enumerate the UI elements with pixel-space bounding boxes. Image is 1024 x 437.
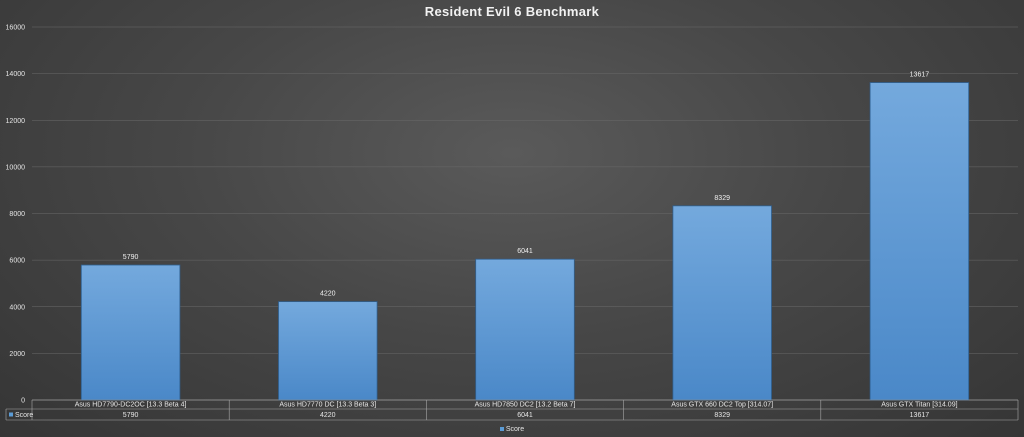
x-category-label: Asus GTX Titan [314.09]: [881, 402, 957, 409]
table-value: 4220: [320, 412, 336, 419]
data-label: 5790: [123, 254, 139, 261]
x-category-label: Asus GTX 660 DC2 Top [314.07]: [671, 402, 773, 409]
table-value: 8329: [714, 412, 730, 419]
y-tick-label: 12000: [6, 118, 26, 125]
y-tick-label: 6000: [9, 258, 25, 265]
y-tick-label: 14000: [6, 71, 26, 78]
y-tick-label: 10000: [6, 164, 26, 171]
y-tick-label: 16000: [6, 25, 26, 32]
data-label: 8329: [714, 195, 730, 202]
y-tick-label: 0: [21, 398, 25, 405]
data-label: 4220: [320, 291, 336, 298]
table-series-swatch: [9, 412, 13, 417]
y-tick-label: 8000: [9, 211, 25, 218]
table-value: 13617: [910, 412, 930, 419]
chart-legend: Score: [0, 426, 1024, 433]
table-value: 6041: [517, 412, 533, 419]
legend-label: Score: [505, 426, 525, 433]
bar: [672, 205, 772, 401]
bar: [80, 264, 181, 401]
chart-title: Resident Evil 6 Benchmark: [424, 4, 600, 19]
table-series-name: Score: [15, 412, 33, 419]
x-category-label: Asus HD7770 DC [13.3 Beta 3]: [279, 402, 376, 409]
bar: [475, 258, 575, 401]
x-category-label: Asus HD7850 DC2 [13.2 Beta 7]: [475, 402, 576, 409]
data-label: 13617: [910, 72, 930, 79]
x-category-label: Asus HD7790-DC2OC [13.3 Beta 4]: [75, 402, 187, 409]
table-value: 5790: [123, 412, 139, 419]
legend-swatch: [499, 427, 504, 432]
data-label: 6041: [517, 248, 533, 255]
bar: [869, 82, 970, 401]
y-tick-label: 4000: [9, 304, 25, 311]
bar: [278, 301, 378, 401]
y-tick-label: 2000: [9, 351, 25, 358]
